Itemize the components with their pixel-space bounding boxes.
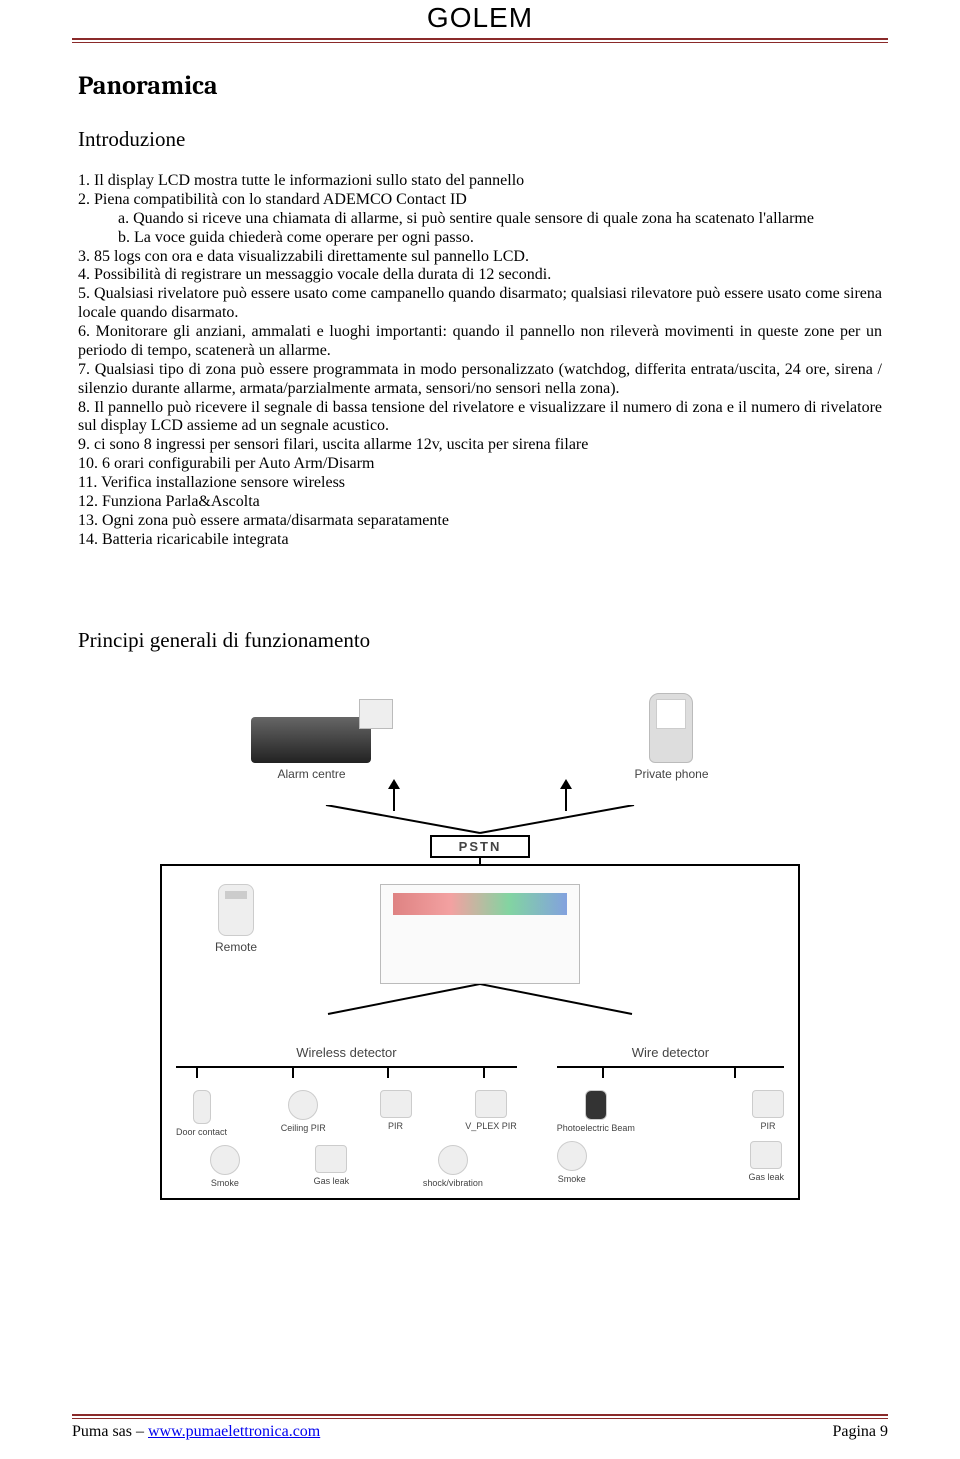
wireless-label: Wireless detector bbox=[296, 1045, 396, 1060]
wire-bus-line bbox=[557, 1066, 784, 1080]
diagram-branches: Wireless detector Door contact Ceiling P… bbox=[176, 1045, 784, 1188]
diagram-main-box: Remote Wireless detector bbox=[160, 864, 800, 1200]
list-item: 14. Batteria ricaricabile integrata bbox=[78, 531, 882, 550]
wire-branch: Wire detector Photoelectric Beam PIR Smo… bbox=[557, 1045, 784, 1188]
list-item: 12. Funziona Parla&Ascolta bbox=[78, 493, 882, 512]
list-item: 7. Qualsiasi tipo di zona può essere pro… bbox=[78, 361, 882, 399]
ceiling-pir-icon bbox=[288, 1090, 318, 1120]
list-subitem: a. Quando si riceve una chiamata di alla… bbox=[78, 210, 882, 229]
detector-item: Smoke bbox=[557, 1141, 587, 1184]
detector-item: PIR bbox=[380, 1090, 412, 1137]
detector-label: Photoelectric Beam bbox=[557, 1123, 635, 1133]
list-item: 10. 6 orari configurabili per Auto Arm/D… bbox=[78, 455, 882, 474]
vplex-pir-icon bbox=[475, 1090, 507, 1118]
doc-header-title: GOLEM bbox=[0, 0, 960, 34]
wire-items-row2: Smoke Gas leak bbox=[557, 1141, 784, 1184]
detector-label: Door contact bbox=[176, 1127, 227, 1137]
detector-item: Photoelectric Beam bbox=[557, 1090, 635, 1133]
feature-list: 1. Il display LCD mostra tutte le inform… bbox=[78, 172, 882, 550]
list-item: 6. Monitorare gli anziani, ammalati e lu… bbox=[78, 323, 882, 361]
list-item: 2. Piena compatibilità con lo standard A… bbox=[78, 191, 882, 210]
list-item: 3. 85 logs con ora e data visualizzabili… bbox=[78, 248, 882, 267]
list-subitem: b. La voce guida chiederà come operare p… bbox=[78, 229, 882, 248]
door-contact-icon bbox=[193, 1090, 211, 1124]
section-heading: Panoramica bbox=[78, 71, 882, 101]
list-item: 11. Verifica installazione sensore wirel… bbox=[78, 474, 882, 493]
subsection-heading: Introduzione bbox=[78, 127, 882, 152]
panel-node bbox=[316, 884, 644, 984]
wireless-items-row2: Smoke Gas leak shock/vibration bbox=[176, 1145, 517, 1188]
detector-label: Gas leak bbox=[748, 1172, 784, 1182]
pstn-box: PSTN bbox=[430, 835, 530, 858]
detector-item: V_PLEX PIR bbox=[465, 1090, 517, 1137]
list-item: 8. Il pannello può ricevere il segnale d… bbox=[78, 399, 882, 437]
detector-item: Door contact bbox=[176, 1090, 227, 1137]
detector-label: PIR bbox=[760, 1121, 775, 1131]
list-item: 5. Qualsiasi rivelatore può essere usato… bbox=[78, 285, 882, 323]
gas-leak-icon bbox=[750, 1141, 782, 1169]
photo-beam-icon bbox=[585, 1090, 607, 1120]
detector-item: Ceiling PIR bbox=[281, 1090, 326, 1137]
footer-company: Puma sas – bbox=[72, 1423, 148, 1440]
wireless-branch: Wireless detector Door contact Ceiling P… bbox=[176, 1045, 517, 1188]
remote-node: Remote bbox=[176, 884, 296, 954]
detector-label: Ceiling PIR bbox=[281, 1123, 326, 1133]
wireless-bus-line bbox=[176, 1066, 517, 1080]
control-panel-icon bbox=[380, 884, 580, 984]
phone-icon bbox=[649, 693, 693, 763]
list-item: 4. Possibilità di registrare un messaggi… bbox=[78, 266, 882, 285]
system-diagram: Alarm centre Private phone PSTN Remote bbox=[160, 693, 800, 1200]
remote-label: Remote bbox=[215, 940, 257, 954]
detector-item: Gas leak bbox=[314, 1145, 350, 1188]
diagram-center-row: Remote bbox=[176, 884, 784, 984]
pir-icon bbox=[752, 1090, 784, 1118]
detector-item: shock/vibration bbox=[423, 1145, 483, 1188]
wire-label: Wire detector bbox=[632, 1045, 709, 1060]
alarm-centre-label: Alarm centre bbox=[277, 767, 345, 781]
alarm-centre-node: Alarm centre bbox=[251, 717, 371, 781]
footer-row: Puma sas – www.pumaelettronica.com Pagin… bbox=[72, 1419, 888, 1441]
footer-page-number: Pagina 9 bbox=[832, 1423, 888, 1441]
pir-icon bbox=[380, 1090, 412, 1118]
remote-icon bbox=[218, 884, 254, 936]
list-item: 9. ci sono 8 ingressi per sensori filari… bbox=[78, 436, 882, 455]
private-phone-node: Private phone bbox=[634, 693, 708, 781]
wireless-items-row1: Door contact Ceiling PIR PIR V_PLEX PIR bbox=[176, 1090, 517, 1137]
detector-item: Smoke bbox=[210, 1145, 240, 1188]
diagram-top-row: Alarm centre Private phone bbox=[160, 693, 800, 781]
detector-label: Gas leak bbox=[314, 1176, 350, 1186]
wire-items-row1: Photoelectric Beam PIR bbox=[557, 1090, 784, 1133]
detector-item: Gas leak bbox=[748, 1141, 784, 1184]
detector-item: PIR bbox=[752, 1090, 784, 1133]
footer-link[interactable]: www.pumaelettronica.com bbox=[148, 1423, 320, 1440]
shock-vibration-icon bbox=[438, 1145, 468, 1175]
page-footer: Puma sas – www.pumaelettronica.com Pagin… bbox=[72, 1414, 888, 1441]
footer-left: Puma sas – www.pumaelettronica.com bbox=[72, 1423, 320, 1441]
section2-heading: Principi generali di funzionamento bbox=[78, 628, 882, 653]
list-item: 1. Il display LCD mostra tutte le inform… bbox=[78, 172, 882, 191]
footer-rule-top bbox=[72, 1414, 888, 1416]
detector-label: V_PLEX PIR bbox=[465, 1121, 517, 1131]
diagram-branch-lines bbox=[176, 984, 784, 1018]
detector-label: Smoke bbox=[211, 1178, 239, 1188]
detector-label: Smoke bbox=[558, 1174, 586, 1184]
detector-label: PIR bbox=[388, 1121, 403, 1131]
diagram-converge-lines bbox=[160, 805, 800, 835]
page-content: Panoramica Introduzione 1. Il display LC… bbox=[0, 43, 960, 1200]
detector-label: shock/vibration bbox=[423, 1178, 483, 1188]
list-item: 13. Ogni zona può essere armata/disarmat… bbox=[78, 512, 882, 531]
alarm-centre-icon bbox=[251, 717, 371, 763]
header-rule-top bbox=[72, 38, 888, 40]
smoke-icon bbox=[557, 1141, 587, 1171]
private-phone-label: Private phone bbox=[634, 767, 708, 781]
smoke-icon bbox=[210, 1145, 240, 1175]
gas-leak-icon bbox=[315, 1145, 347, 1173]
